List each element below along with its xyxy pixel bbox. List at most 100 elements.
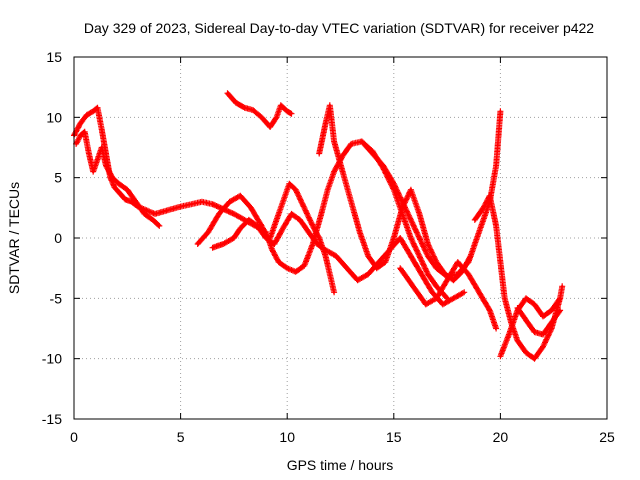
data-point bbox=[281, 200, 285, 203]
data-point bbox=[275, 116, 278, 119]
data-point bbox=[320, 212, 323, 216]
data-point bbox=[409, 254, 413, 258]
data-point bbox=[367, 254, 370, 258]
data-point bbox=[494, 224, 498, 228]
data-point bbox=[239, 227, 242, 230]
data-point bbox=[281, 227, 285, 230]
data-point bbox=[143, 212, 146, 216]
data-point bbox=[317, 236, 321, 240]
data-point bbox=[228, 200, 231, 203]
data-point bbox=[294, 188, 297, 191]
data-point bbox=[158, 224, 161, 228]
data-point bbox=[488, 194, 491, 197]
data-point bbox=[516, 339, 519, 342]
data-point bbox=[445, 279, 449, 282]
data-point bbox=[96, 106, 99, 109]
data-point bbox=[541, 315, 545, 318]
data-point bbox=[100, 128, 103, 131]
data-point bbox=[234, 101, 238, 105]
data-point bbox=[268, 236, 272, 240]
data-point bbox=[153, 212, 157, 216]
data-point bbox=[541, 345, 545, 348]
data-point bbox=[494, 327, 498, 330]
y-tick-label: 0 bbox=[54, 230, 62, 246]
data-point bbox=[145, 209, 148, 212]
x-tick-label: 10 bbox=[279, 429, 295, 445]
data-point bbox=[441, 303, 445, 306]
data-point bbox=[85, 113, 88, 117]
data-point bbox=[211, 246, 214, 249]
data-point bbox=[377, 260, 381, 264]
data-point bbox=[426, 242, 430, 246]
series-arc6 bbox=[267, 180, 338, 296]
y-tick-label: -5 bbox=[50, 290, 63, 306]
data-point bbox=[430, 291, 434, 294]
data-point bbox=[424, 303, 427, 306]
data-point bbox=[467, 260, 470, 264]
data-point bbox=[273, 242, 276, 246]
data-point bbox=[349, 142, 353, 146]
data-point bbox=[222, 242, 225, 246]
series-arc9 bbox=[397, 259, 500, 332]
data-point bbox=[256, 224, 259, 228]
data-point bbox=[290, 212, 293, 216]
data-point bbox=[494, 164, 498, 167]
data-point bbox=[407, 279, 410, 282]
data-point bbox=[100, 146, 103, 149]
data-point bbox=[275, 218, 278, 222]
data-point bbox=[311, 242, 314, 246]
data-point bbox=[456, 260, 459, 264]
y-tick-label: 10 bbox=[46, 109, 62, 125]
data-point bbox=[91, 110, 95, 113]
data-point bbox=[507, 333, 511, 336]
data-point bbox=[426, 254, 430, 258]
data-point bbox=[398, 236, 402, 240]
series-arc2 bbox=[73, 128, 163, 229]
data-point bbox=[409, 218, 413, 222]
data-point bbox=[533, 357, 536, 360]
axis-ticks: 0 5 10 15 20 25 -15 -10 -5 0 5 10 15 bbox=[42, 49, 615, 445]
data-point bbox=[226, 92, 229, 95]
data-point bbox=[113, 186, 116, 189]
x-tick-label: 20 bbox=[493, 429, 509, 445]
data-point bbox=[416, 291, 419, 294]
x-tick-label: 25 bbox=[599, 429, 615, 445]
data-point bbox=[524, 297, 528, 300]
data-point bbox=[251, 108, 255, 112]
data-point bbox=[217, 212, 221, 216]
data-point bbox=[392, 236, 395, 240]
data-point bbox=[324, 254, 327, 258]
data-point bbox=[473, 218, 477, 222]
data-point bbox=[558, 309, 562, 312]
data-point bbox=[524, 351, 528, 354]
y-tick-label: 15 bbox=[46, 49, 62, 65]
data-point bbox=[117, 182, 120, 185]
series-arc4 bbox=[209, 210, 468, 308]
data-point bbox=[409, 188, 413, 191]
data-point bbox=[288, 182, 291, 185]
data-point bbox=[499, 260, 502, 264]
data-point bbox=[162, 210, 165, 213]
data-point bbox=[401, 200, 404, 203]
data-point bbox=[503, 297, 506, 300]
data-point bbox=[117, 190, 120, 194]
series-arc12 bbox=[514, 305, 564, 338]
data-point bbox=[384, 260, 387, 264]
series-arc5 bbox=[224, 90, 295, 130]
data-point bbox=[232, 212, 236, 216]
y-tick-label: 5 bbox=[54, 170, 62, 186]
x-tick-label: 15 bbox=[386, 429, 402, 445]
data-point bbox=[298, 218, 302, 222]
data-point bbox=[533, 303, 536, 306]
data-point bbox=[349, 200, 353, 203]
chart-title: Day 329 of 2023, Sidereal Day-to-day VTE… bbox=[84, 20, 594, 36]
data-point bbox=[315, 242, 319, 246]
data-point bbox=[151, 218, 155, 222]
data-point bbox=[367, 273, 370, 276]
data-point bbox=[303, 206, 306, 210]
data-point bbox=[307, 230, 310, 234]
data-point bbox=[332, 291, 336, 294]
data-point bbox=[452, 297, 455, 300]
y-tick-label: -15 bbox=[42, 411, 62, 427]
